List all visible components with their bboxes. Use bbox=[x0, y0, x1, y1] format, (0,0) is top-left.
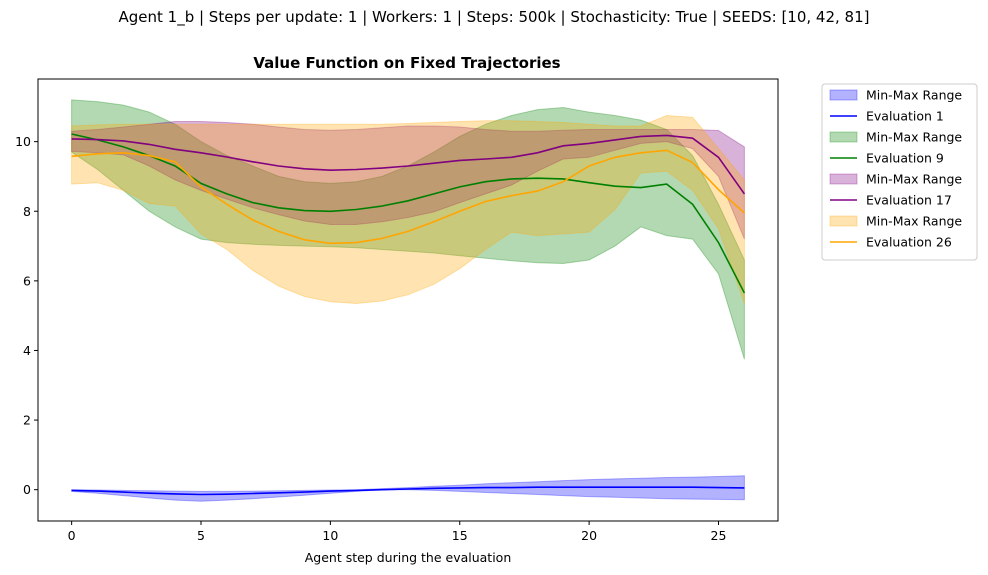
legend-label: Evaluation 9 bbox=[866, 151, 944, 166]
min-max-band-2 bbox=[71, 99, 745, 360]
legend-swatch-band bbox=[829, 131, 858, 143]
legend-label: Min-Max Range bbox=[866, 88, 962, 103]
y-tick-label: 10 bbox=[15, 134, 31, 149]
x-tick-label: 15 bbox=[452, 528, 468, 543]
legend-label: Evaluation 17 bbox=[866, 193, 952, 208]
min-max-band-4 bbox=[71, 114, 745, 305]
series-lines bbox=[71, 133, 746, 496]
series-line-4 bbox=[71, 149, 745, 245]
legend-label: Min-Max Range bbox=[866, 172, 962, 187]
x-tick-label: 10 bbox=[322, 528, 338, 543]
legend-label: Min-Max Range bbox=[866, 130, 962, 145]
legend-swatch-band bbox=[829, 173, 858, 185]
legend-label: Evaluation 26 bbox=[866, 235, 952, 250]
legend-frame bbox=[821, 83, 978, 261]
x-tick-label: 20 bbox=[581, 528, 597, 543]
y-tick-label: 2 bbox=[23, 413, 31, 428]
series-line-3 bbox=[71, 134, 746, 195]
x-axis-ticks: 0 5 10 15 20 25 bbox=[68, 521, 727, 543]
y-tick-label: 4 bbox=[23, 343, 31, 358]
y-tick-label: 0 bbox=[23, 482, 31, 497]
legend-label: Min-Max Range bbox=[866, 214, 962, 229]
legend-swatch-band bbox=[829, 89, 858, 101]
x-tick-label: 0 bbox=[68, 528, 76, 543]
chart-title: Value Function on Fixed Trajectories bbox=[253, 54, 560, 72]
x-axis-label: Agent step during the evaluation bbox=[305, 550, 512, 565]
x-tick-label: 5 bbox=[197, 528, 205, 543]
plot-frame bbox=[37, 78, 779, 522]
series-line-2 bbox=[71, 133, 746, 294]
legend-label: Evaluation 1 bbox=[866, 109, 944, 124]
y-axis-ticks: 0 2 4 6 8 10 bbox=[15, 134, 38, 497]
legend: Min-Max Range Evaluation 1 Min-Max Range Ev… bbox=[821, 83, 978, 261]
min-max-bands bbox=[71, 99, 745, 502]
legend-swatch-band bbox=[829, 215, 858, 227]
x-tick-label: 25 bbox=[711, 528, 727, 543]
figure-suptitle: Agent 1_b | Steps per update: 1 | Worker… bbox=[118, 8, 869, 27]
min-max-band-3 bbox=[71, 121, 745, 240]
y-tick-label: 8 bbox=[23, 204, 31, 219]
y-tick-label: 6 bbox=[23, 273, 31, 288]
series-line-1 bbox=[71, 486, 745, 496]
